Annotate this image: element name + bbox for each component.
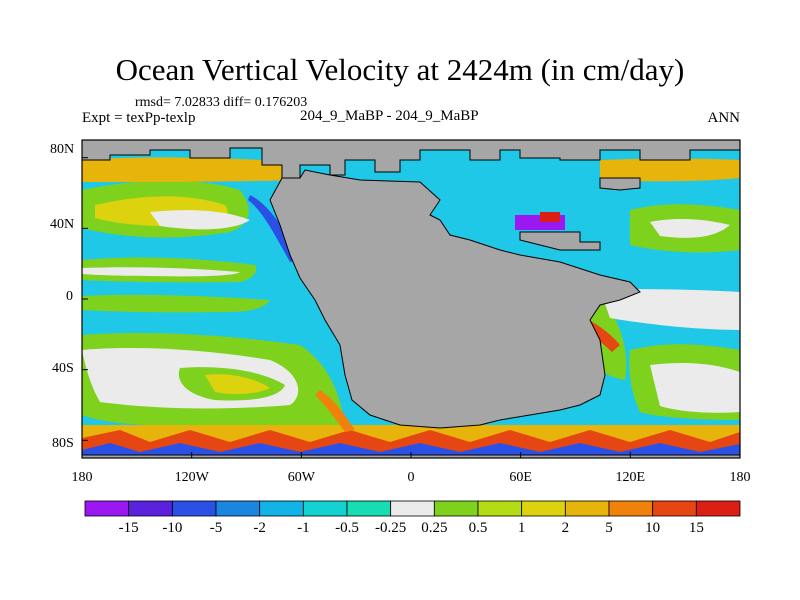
colorbar-swatch: [259, 500, 304, 517]
colorbar-swatch: [477, 500, 523, 517]
colorbar: -15 -10 -5 -2 -1 -0.5 -0.25 0.25 0.5 1 2 5 10 15: [84, 500, 741, 536]
season-label: ANN: [707, 110, 741, 126]
lon-label-120w: 120W: [175, 470, 210, 485]
pacific-south-equator-band: [82, 294, 270, 313]
tethys-red: [540, 212, 560, 222]
colorbar-label: 15: [689, 520, 704, 536]
colorbar-label: -15: [119, 520, 139, 536]
land-masses: [82, 140, 740, 458]
south-pangea-coast: [315, 390, 355, 432]
colorbar-swatch: [695, 500, 741, 517]
arctic-band-east: [600, 158, 740, 182]
stats-text: rmsd= 7.02833 diff= 0.176203: [135, 95, 308, 110]
colorbar-swatch: [521, 500, 566, 517]
plot-frame: [81, 139, 741, 459]
colorbar-swatch: [346, 500, 392, 517]
pacific-north-gap: [150, 210, 250, 230]
colorbar-label: -1: [297, 520, 310, 536]
colorbar-label: -0.5: [335, 520, 359, 536]
colorbar-label: 2: [562, 520, 570, 536]
lon-axis-labels: 180 120W 60W 0 60E 120E 180: [72, 470, 751, 485]
lat-label-0: 0: [66, 289, 73, 304]
arctic-land: [82, 140, 740, 179]
pangea-main: [269, 169, 641, 429]
lon-label-180e: 180: [730, 470, 751, 485]
colorbar-swatch: [564, 500, 610, 517]
indian-south-gap: [650, 362, 740, 413]
colorbar-label: -10: [162, 520, 182, 536]
lat-label-40s: 40S: [52, 361, 74, 376]
lat-label-40n: 40N: [50, 217, 74, 232]
lat-axis-labels: 80N 40N 0 40S 80S: [50, 142, 74, 451]
colorbar-label: -0.25: [375, 520, 406, 536]
colorbar-swatch: [171, 500, 217, 517]
colorbar-label: 1: [518, 520, 526, 536]
lat-label-80n: 80N: [50, 142, 74, 157]
map-title: Ocean Vertical Velocity at 2424m (in cm/…: [115, 52, 685, 87]
colorbar-label: -5: [210, 520, 223, 536]
indian-gap: [600, 289, 740, 330]
lat-label-80s: 80S: [52, 436, 74, 451]
colorbar-swatch: [128, 500, 173, 517]
southern-ocean-dark: [82, 443, 740, 458]
colorbar-swatch: [390, 500, 435, 517]
colorbar-swatch: [302, 500, 348, 517]
tethys-island: [519, 231, 601, 251]
map-plot-area: [82, 140, 740, 458]
pacific-south-eddy-core: [205, 374, 270, 395]
colorbar-swatch: [608, 500, 654, 517]
colorbar-label: 10: [645, 520, 660, 536]
lon-label-120e: 120E: [616, 470, 646, 485]
north-indian-gap: [650, 218, 730, 238]
colorbar-swatch: [84, 500, 130, 517]
colorbar-swatch: [652, 500, 697, 517]
arctic-band-west: [82, 157, 300, 182]
colorbar-label: 0.5: [469, 520, 488, 536]
axis-ticks: [81, 157, 741, 458]
colorbar-label: -2: [253, 520, 266, 536]
lon-label-180w: 180: [72, 470, 93, 485]
colorbar-label: 5: [605, 520, 613, 536]
colorbar-swatch: [433, 500, 479, 517]
colorbar-swatch: [215, 500, 261, 517]
lon-label-60e: 60E: [509, 470, 532, 485]
lon-label-60w: 60W: [288, 470, 316, 485]
experiment-label: Expt = texPp-texlp: [82, 110, 196, 126]
lon-label-0: 0: [408, 470, 415, 485]
north-island: [599, 177, 641, 191]
subtitle-label: 204_9_MaBP - 204_9_MaBP: [300, 108, 479, 124]
colorbar-label: 0.25: [421, 520, 447, 536]
pacific-equator-gap: [82, 267, 240, 277]
